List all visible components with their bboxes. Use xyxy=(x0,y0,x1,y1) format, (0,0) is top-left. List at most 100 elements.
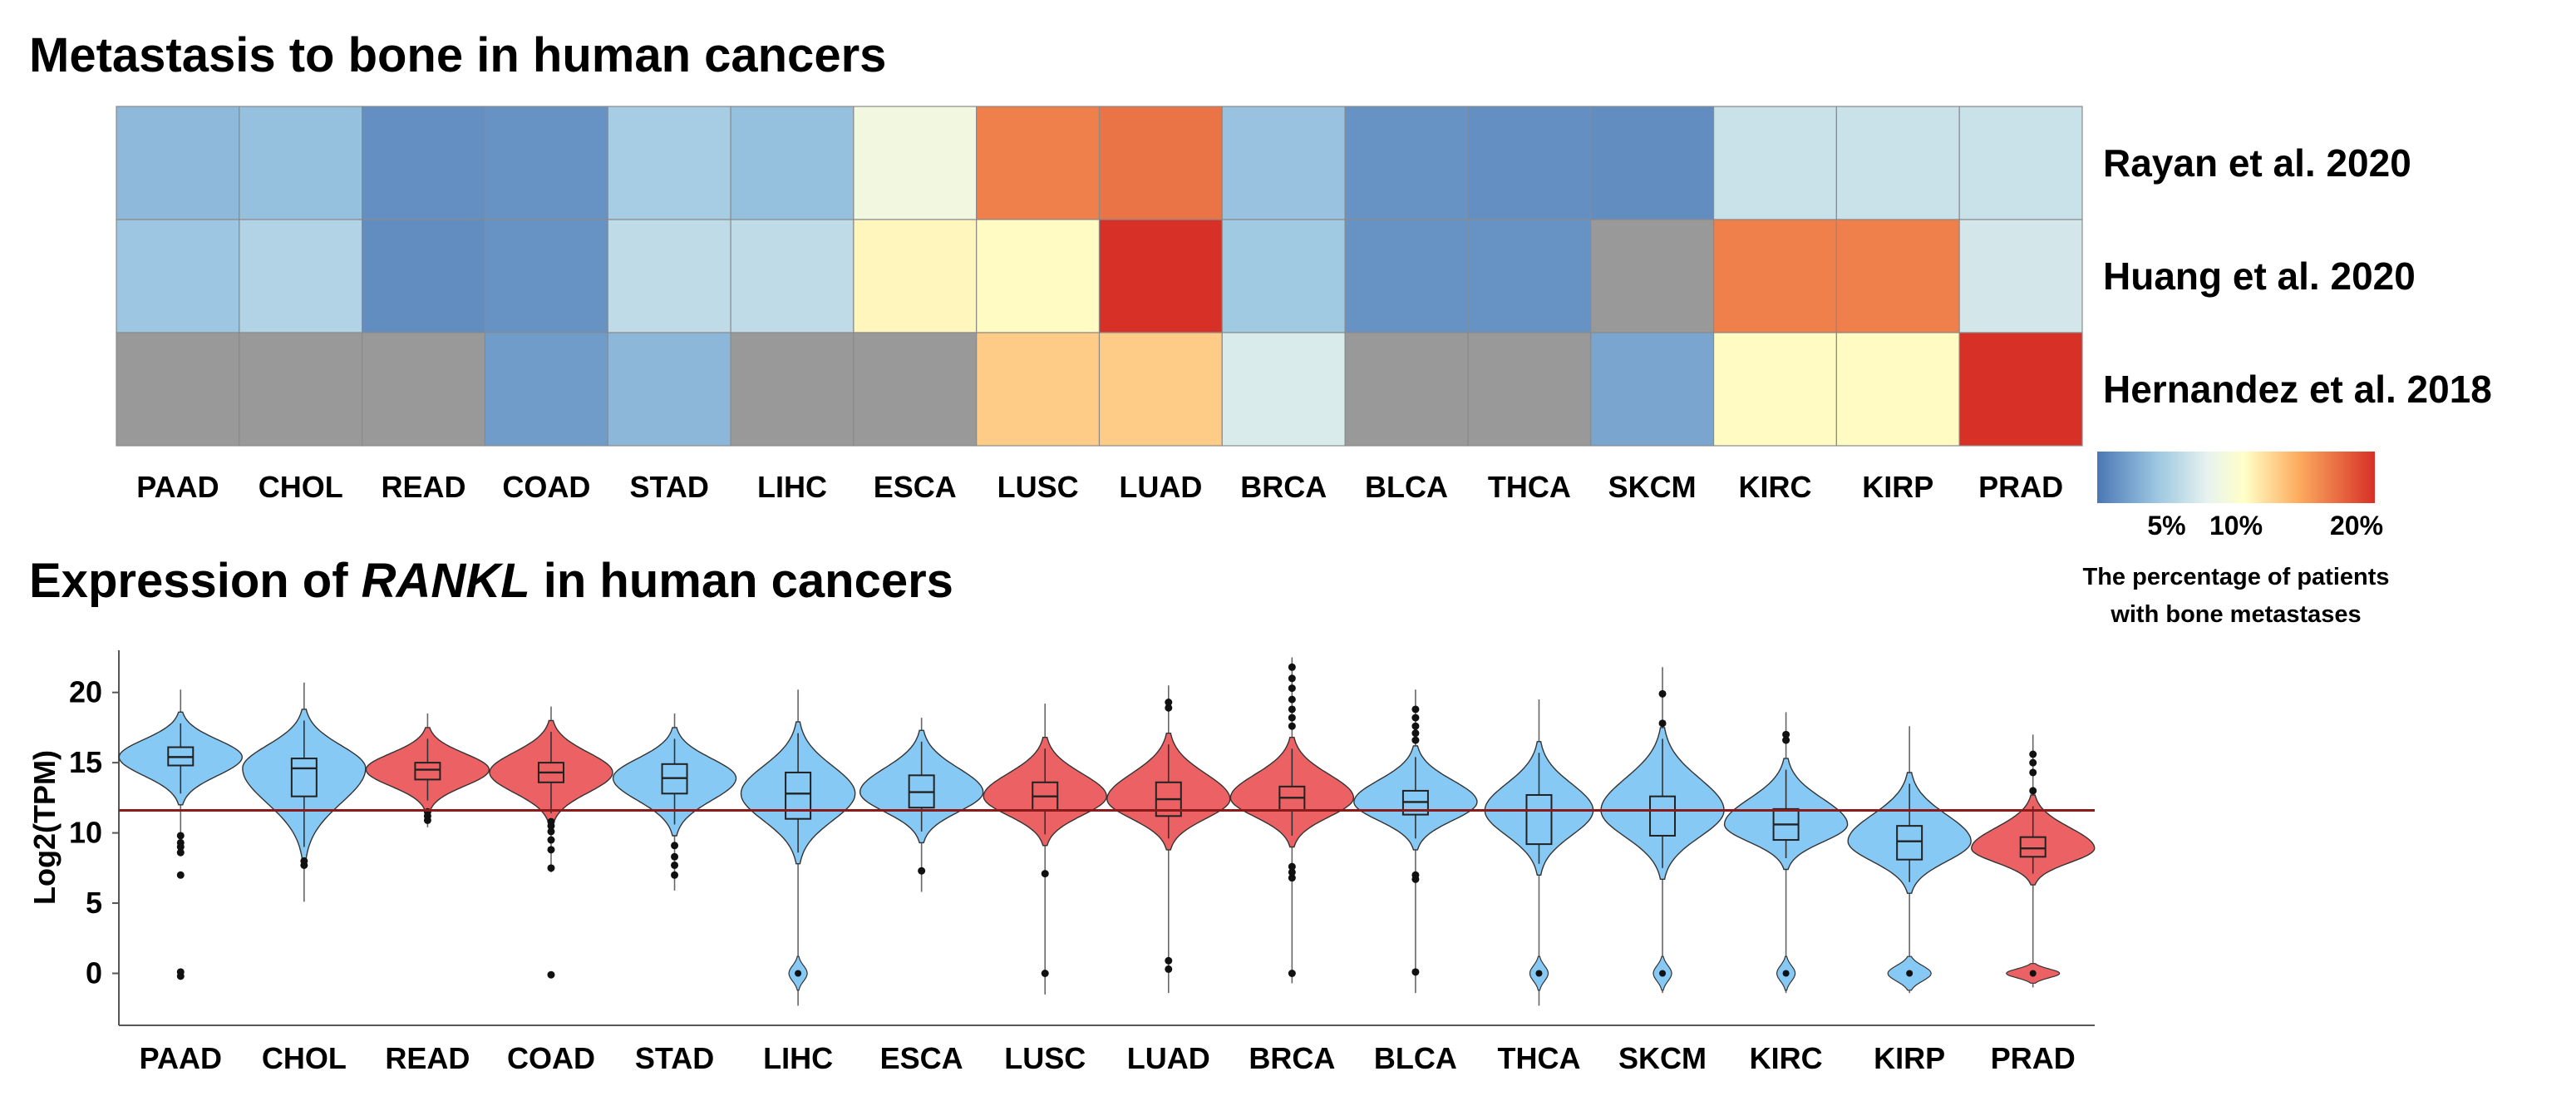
heatmap-category-label: BLCA xyxy=(1365,470,1448,504)
violin-category-label: KIRP xyxy=(1874,1041,1945,1075)
outlier-point xyxy=(1288,713,1296,722)
outlier-point xyxy=(1658,719,1667,728)
outlier-point xyxy=(1782,736,1790,744)
heatmap-cell-huang-et-al-2020-kirc xyxy=(1712,219,1837,333)
violin-group-skcm xyxy=(1600,667,1725,994)
violin-group-paad xyxy=(118,689,244,980)
heatmap-cell-hernandez-et-al-2018-paad xyxy=(116,332,240,447)
heatmap-cell-rayan-et-al-2020-thca xyxy=(1467,106,1592,220)
violin-group-prad xyxy=(1971,734,2096,988)
violin-category-label: STAD xyxy=(635,1041,714,1075)
outlier-point xyxy=(547,864,555,872)
heatmap-row-label: Hernandez et al. 2018 xyxy=(2103,368,2492,411)
heatmap-cell-hernandez-et-al-2018-chol xyxy=(239,332,363,447)
box-iqr xyxy=(414,762,441,781)
heatmap-category-label: COAD xyxy=(502,470,590,504)
violin-body xyxy=(612,727,737,837)
violin-category-label: LIHC xyxy=(763,1041,833,1075)
violin-group-brca xyxy=(1229,657,1354,984)
y-tick-label: 10 xyxy=(69,816,102,850)
outlier-point xyxy=(1288,862,1296,871)
heatmap-category-label: LIHC xyxy=(757,470,827,504)
violin-body xyxy=(1353,745,1478,851)
heatmap-cell-hernandez-et-al-2018-luad xyxy=(1098,332,1223,447)
colorbar-ticks: 5% 10% 20% xyxy=(2147,511,2383,541)
colorbar-label-line2: with bone metastases xyxy=(2110,601,2361,628)
violin-category-label: KIRC xyxy=(1750,1041,1823,1075)
outlier-point xyxy=(671,842,679,850)
heatmap-cell-huang-et-al-2020-blca xyxy=(1344,219,1469,333)
outlier-point xyxy=(2029,787,2037,795)
box-iqr xyxy=(785,771,812,820)
violin-category-label: ESCA xyxy=(880,1041,963,1075)
violin-body xyxy=(1484,741,1594,876)
outlier-point xyxy=(671,871,679,879)
heatmap-cells xyxy=(116,106,2083,447)
outlier-point xyxy=(2029,750,2037,758)
y-tick-label: 15 xyxy=(69,745,102,779)
y-axis-ticks: 0 5 10 15 20 xyxy=(69,675,119,990)
y-tick-label: 0 xyxy=(86,956,102,990)
outlier-point xyxy=(1411,871,1420,879)
violin-body xyxy=(1600,727,1725,880)
heatmap-cell-huang-et-al-2020-chol xyxy=(239,219,363,333)
heatmap-category-label: SKCM xyxy=(1608,470,1697,504)
violin-group-blca xyxy=(1353,689,1478,994)
violin-group-chol xyxy=(242,682,367,902)
heatmap-cell-huang-et-al-2020-thca xyxy=(1467,219,1592,333)
heatmap-title: Metastasis to bone in human cancers xyxy=(29,28,886,82)
violin-group-luad xyxy=(1106,685,1231,994)
colorbar xyxy=(2097,452,2375,503)
outlier-point xyxy=(1411,705,1420,713)
heatmap-cell-huang-et-al-2020-coad xyxy=(484,219,608,333)
violin-group-stad xyxy=(612,713,737,891)
heatmap-cell-rayan-et-al-2020-paad xyxy=(116,106,240,220)
violin-group-thca xyxy=(1484,699,1594,1006)
outlier-point xyxy=(1288,874,1296,882)
heatmap-category-label: LUSC xyxy=(997,470,1079,504)
outlier-point xyxy=(2029,768,2037,777)
heatmap-cell-rayan-et-al-2020-lusc xyxy=(976,106,1101,220)
heatmap-cell-hernandez-et-al-2018-prad xyxy=(1958,332,2083,447)
violin-group-kirc xyxy=(1723,712,1849,994)
outlier-point xyxy=(1288,663,1296,671)
heatmap-cell-rayan-et-al-2020-read xyxy=(362,106,486,220)
outlier-point xyxy=(671,861,679,869)
violin-body xyxy=(859,729,984,844)
heatmap-category-label: THCA xyxy=(1488,470,1571,504)
heatmap-category-label: BRCA xyxy=(1240,470,1327,504)
outlier-point xyxy=(547,970,555,979)
outlier-point xyxy=(1288,705,1296,713)
box-iqr xyxy=(2019,836,2047,858)
colorbar-label-line1: The percentage of patients xyxy=(2082,564,2389,590)
heatmap-cell-hernandez-et-al-2018-esca xyxy=(853,332,978,447)
heatmap-cell-huang-et-al-2020-skcm xyxy=(1590,219,1715,333)
violin-zero-point xyxy=(1535,970,1543,977)
violin-group-lusc xyxy=(983,704,1107,995)
outlier-point xyxy=(547,846,555,854)
heatmap-cell-hernandez-et-al-2018-kirc xyxy=(1712,332,1837,447)
outlier-point xyxy=(671,852,679,861)
heatmap-cell-rayan-et-al-2020-prad xyxy=(1958,106,2083,220)
box-iqr xyxy=(1896,825,1923,861)
violin-category-label: LUAD xyxy=(1127,1041,1210,1075)
violin-title-gene: RANKL xyxy=(362,554,530,608)
outlier-point xyxy=(918,867,926,875)
heatmap-cell-huang-et-al-2020-lihc xyxy=(730,219,855,333)
heatmap-cell-hernandez-et-al-2018-lihc xyxy=(730,332,855,447)
heatmap-cell-hernandez-et-al-2018-blca xyxy=(1344,332,1469,447)
violin-title-suffix: in human cancers xyxy=(530,554,953,608)
outlier-point xyxy=(1288,970,1296,978)
outlier-point xyxy=(1288,674,1296,683)
heatmap-category-label: STAD xyxy=(629,470,708,504)
outlier-point xyxy=(1411,729,1420,738)
heatmap-cell-huang-et-al-2020-prad xyxy=(1958,219,2083,333)
outlier-point xyxy=(1165,965,1173,973)
heatmap-row-label: Huang et al. 2020 xyxy=(2103,254,2416,298)
heatmap-cell-rayan-et-al-2020-stad xyxy=(607,106,731,220)
heatmap-category-labels: PAAD CHOL READ COAD STAD LIHC ESCA LUSC LUAD BRCA… xyxy=(136,470,2063,504)
outlier-point xyxy=(176,838,185,847)
box-iqr xyxy=(290,758,318,797)
heatmap-cell-hernandez-et-al-2018-lusc xyxy=(976,332,1101,447)
